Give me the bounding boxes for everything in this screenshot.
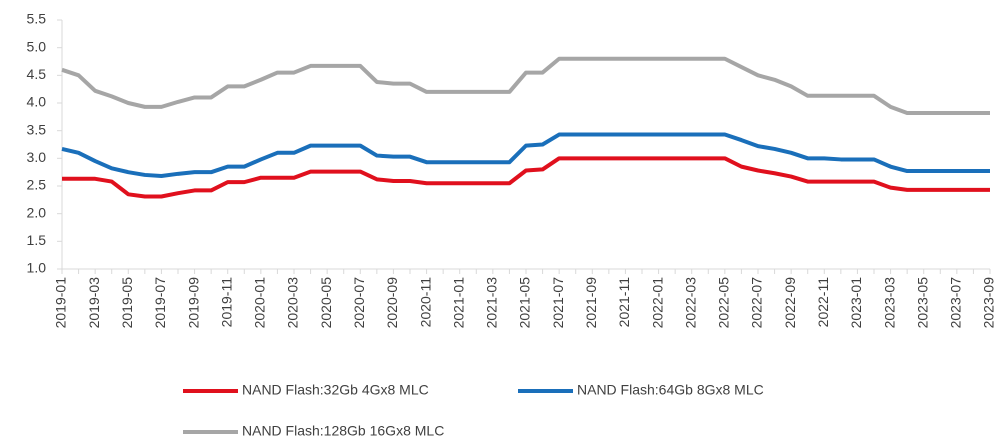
y-tick-label: 1.0 bbox=[27, 260, 47, 276]
x-tick-label: 2019-01 bbox=[53, 277, 69, 329]
y-tick-label: 3.5 bbox=[27, 121, 47, 137]
x-tick-label: 2023-01 bbox=[848, 277, 864, 329]
x-tick-label: 2021-01 bbox=[450, 277, 466, 329]
y-tick-label: 5.0 bbox=[27, 38, 47, 54]
x-tick-label: 2021-03 bbox=[484, 277, 500, 329]
x-tick-label: 2020-05 bbox=[318, 277, 334, 329]
legend-label: NAND Flash:128Gb 16Gx8 MLC bbox=[242, 423, 444, 439]
y-tick-label: 3.0 bbox=[27, 149, 47, 165]
x-tick-label: 2021-05 bbox=[517, 277, 533, 329]
x-tick-label: 2022-03 bbox=[682, 277, 698, 329]
series-line bbox=[61, 132, 990, 179]
y-tick-label: 2.5 bbox=[27, 177, 47, 193]
x-tick-label: 2020-07 bbox=[351, 277, 367, 329]
x-tick-label: 2019-07 bbox=[152, 277, 168, 329]
legend-label: NAND Flash:64Gb 8Gx8 MLC bbox=[577, 382, 764, 398]
x-tick-label: 2019-09 bbox=[185, 277, 201, 329]
series-line bbox=[61, 56, 990, 115]
x-tick-label: 2022-09 bbox=[782, 277, 798, 329]
x-tick-label: 2021-07 bbox=[550, 277, 566, 329]
x-tick-label: 2020-09 bbox=[384, 277, 400, 329]
x-tick-label: 2022-07 bbox=[749, 277, 765, 329]
x-tick-label: 2023-05 bbox=[914, 277, 930, 329]
x-tick-label: 2020-03 bbox=[285, 277, 301, 329]
y-tick-label: 4.0 bbox=[27, 94, 47, 110]
y-tick-label: 2.0 bbox=[27, 204, 47, 220]
y-tick-label: 4.5 bbox=[27, 66, 47, 82]
y-tick-label: 5.5 bbox=[27, 11, 47, 27]
x-tick-label: 2019-11 bbox=[218, 277, 234, 328]
x-tick-label: 2020-11 bbox=[417, 277, 433, 328]
x-tick-label: 2020-01 bbox=[252, 277, 268, 329]
legend-label: NAND Flash:32Gb 4Gx8 MLC bbox=[242, 382, 429, 398]
series-line bbox=[62, 156, 990, 199]
x-tick-label: 2021-11 bbox=[616, 277, 632, 328]
y-tick-label: 1.5 bbox=[27, 232, 47, 248]
x-tick-label: 2023-09 bbox=[981, 277, 996, 329]
x-tick-label: 2021-09 bbox=[583, 277, 599, 329]
x-tick-label: 2023-07 bbox=[948, 277, 964, 329]
x-tick-label: 2019-05 bbox=[119, 277, 135, 329]
x-tick-label: 2022-01 bbox=[649, 277, 665, 329]
x-tick-label: 2022-11 bbox=[815, 277, 831, 328]
x-tick-label: 2019-03 bbox=[86, 277, 102, 329]
x-tick-label: 2023-03 bbox=[881, 277, 897, 329]
x-tick-label: 2022-05 bbox=[716, 277, 732, 329]
